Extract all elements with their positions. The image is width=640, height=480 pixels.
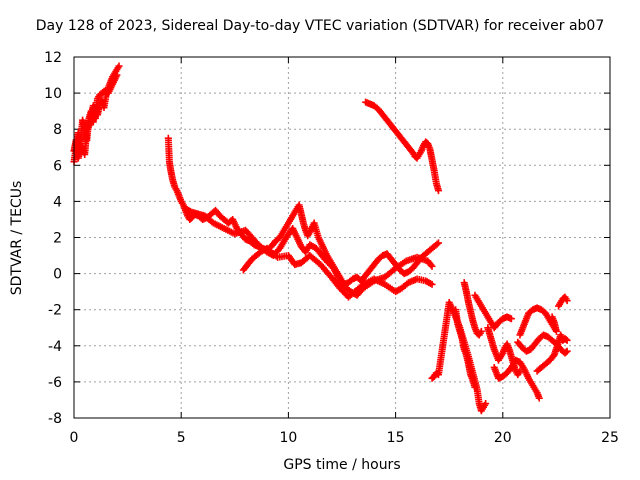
y-tick-label: -4 <box>48 339 62 355</box>
data-point <box>471 383 479 391</box>
data-point <box>434 187 442 195</box>
data-series <box>239 244 436 301</box>
plot-frame <box>73 56 611 419</box>
y-tick-label: 8 <box>53 122 62 138</box>
data-series <box>490 356 543 402</box>
x-tick-label: 20 <box>494 430 512 446</box>
x-tick-label: 15 <box>387 430 405 446</box>
y-tick-label: 12 <box>44 50 62 66</box>
data-point <box>113 71 121 79</box>
y-axis-label: SDTVAR / TECUs <box>9 180 25 296</box>
x-tick-label: 25 <box>601 430 619 446</box>
data-point <box>427 261 435 269</box>
x-tick-label: 5 <box>177 430 186 446</box>
y-tick-label: -6 <box>48 375 62 391</box>
data-point <box>548 313 556 321</box>
data-series <box>484 324 524 379</box>
data-point <box>563 336 571 344</box>
x-tick-label: 10 <box>279 430 297 446</box>
y-tick-label: 0 <box>53 267 62 283</box>
data-series <box>181 205 436 299</box>
grid-lines <box>74 57 610 418</box>
data-point <box>428 262 436 270</box>
data-point <box>477 327 485 335</box>
data-point <box>562 335 570 343</box>
data-series <box>460 279 485 339</box>
data-series <box>555 293 571 310</box>
data-point <box>562 348 570 356</box>
x-axis-label: GPS time / hours <box>283 457 401 473</box>
data-series <box>362 98 442 195</box>
data-point <box>563 347 571 355</box>
data-series <box>471 291 515 332</box>
y-tick-label: 2 <box>53 231 62 247</box>
data-series <box>533 331 571 375</box>
chart-title: Day 128 of 2023, Sidereal Day-to-day VTE… <box>35 18 605 34</box>
data-series <box>516 304 560 339</box>
data-point <box>428 280 436 288</box>
y-tick-label: 4 <box>53 194 62 210</box>
data-series <box>452 306 479 391</box>
data-point <box>115 62 123 70</box>
axis-ticks: 0 5 10 15 20 25 -8 -6 -4 -2 0 2 4 6 8 10 12 <box>44 50 619 446</box>
x-tick-label: 0 <box>70 430 79 446</box>
y-tick-label: 6 <box>53 158 62 174</box>
data-point <box>507 315 515 323</box>
data-series <box>70 71 121 162</box>
y-tick-label: -2 <box>48 303 62 319</box>
data-point <box>433 240 441 248</box>
data-point <box>482 400 490 408</box>
y-tick-label: 10 <box>44 86 62 102</box>
data-point <box>563 297 571 305</box>
data-marks <box>70 62 571 415</box>
y-tick-label: -8 <box>48 411 62 427</box>
data-point <box>535 394 543 402</box>
data-point <box>434 239 442 247</box>
